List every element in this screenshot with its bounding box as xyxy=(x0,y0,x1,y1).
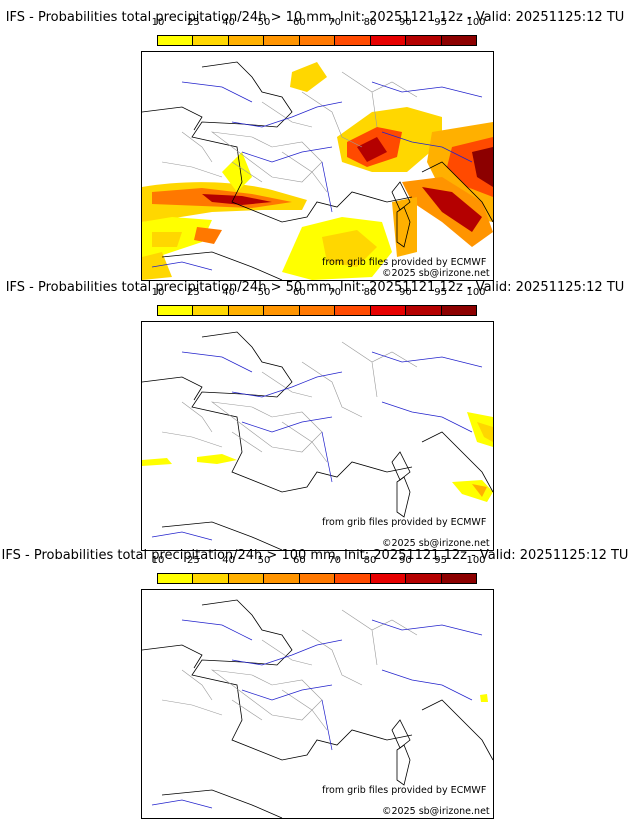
colorbar-tick-label: 40 xyxy=(222,555,236,566)
colorbar-segment xyxy=(264,574,300,583)
colorbar-segment xyxy=(335,574,371,583)
colorbar-segment xyxy=(299,574,336,583)
borders xyxy=(161,341,418,463)
colorbar-tick-label: 90 xyxy=(398,17,412,28)
copyright-credit: ©2025 sb@irizone.net xyxy=(382,268,490,279)
colorbar-segment xyxy=(441,574,476,583)
colorbar-tick-label: 70 xyxy=(328,555,342,566)
colorbar-tick-label: 95 xyxy=(434,555,448,566)
colorbar-segment xyxy=(370,574,407,583)
colorbar xyxy=(157,35,477,46)
borders xyxy=(161,609,418,731)
colorbar-segment xyxy=(158,574,194,583)
source-credit: from grib files provided by ECMWF xyxy=(322,517,487,528)
colorbar-tick-label: 50 xyxy=(257,17,271,28)
colorbar-tick-label: 80 xyxy=(363,555,377,566)
colorbar-tick-label: 60 xyxy=(292,555,306,566)
colorbar-segment xyxy=(406,36,442,45)
colorbar xyxy=(157,305,477,316)
colorbar-segment xyxy=(441,36,476,45)
colorbar-tick-label: 70 xyxy=(328,17,342,28)
rivers xyxy=(151,351,483,541)
probability-map: from grib files provided by ECMWF ©2025 … xyxy=(141,51,494,281)
colorbar-tick-label: 90 xyxy=(398,555,412,566)
colorbar-segment xyxy=(264,36,300,45)
colorbar-segment xyxy=(370,306,407,315)
colorbar-tick-label: 100 xyxy=(466,287,486,298)
colorbar-segment xyxy=(193,306,229,315)
rivers xyxy=(151,81,483,271)
colorbar-segment xyxy=(335,306,371,315)
colorbar-segment xyxy=(228,36,265,45)
precip-fields xyxy=(480,694,488,702)
map-svg xyxy=(142,61,493,280)
colorbar-tick-label: 50 xyxy=(257,555,271,566)
colorbar-tick-label: 50 xyxy=(257,287,271,298)
colorbar-segment xyxy=(193,574,229,583)
colorbar-segment xyxy=(158,36,194,45)
colorbar-segment xyxy=(441,306,476,315)
colorbar-segment xyxy=(299,36,336,45)
colorbar-segment xyxy=(228,306,265,315)
colorbar-tick-label: 90 xyxy=(398,287,412,298)
colorbar xyxy=(157,573,477,584)
colorbar-segment xyxy=(158,306,194,315)
colorbar-tick-label: 25 xyxy=(186,17,200,28)
colorbar-segment xyxy=(406,574,442,583)
colorbar-tick-label: 10 xyxy=(151,17,165,28)
colorbar-segment xyxy=(406,306,442,315)
precip-fields xyxy=(142,62,493,280)
colorbar-segment xyxy=(193,36,229,45)
colorbar-segment xyxy=(299,306,336,315)
source-credit: from grib files provided by ECMWF xyxy=(322,257,487,268)
colorbar-tick-label: 95 xyxy=(434,287,448,298)
colorbar-tick-label: 95 xyxy=(434,17,448,28)
colorbar-tick-label: 80 xyxy=(363,17,377,28)
map-svg xyxy=(142,599,493,818)
colorbar-tick-label: 25 xyxy=(186,555,200,566)
probability-map: from grib files provided by ECMWF ©2025 … xyxy=(141,321,494,551)
colorbar-tick-label: 60 xyxy=(292,17,306,28)
rivers xyxy=(151,619,483,809)
source-credit: from grib files provided by ECMWF xyxy=(322,785,487,796)
panel-title: IFS - Probabilities total precipitation/… xyxy=(5,280,625,295)
colorbar-segment xyxy=(228,574,265,583)
colorbar-tick-label: 70 xyxy=(328,287,342,298)
colorbar-tick-label: 100 xyxy=(466,17,486,28)
colorbar-tick-label: 100 xyxy=(466,555,486,566)
colorbar-tick-label: 80 xyxy=(363,287,377,298)
panel-title: IFS - Probabilities total precipitation/… xyxy=(5,10,625,25)
colorbar-ticks: 10 25 40 50 60 70 80 90 95 100 xyxy=(0,17,630,29)
copyright-credit: ©2025 sb@irizone.net xyxy=(382,538,490,549)
colorbar-tick-label: 40 xyxy=(222,287,236,298)
colorbar-ticks: 10 25 40 50 60 70 80 90 95 100 xyxy=(0,555,630,567)
colorbar-segment xyxy=(335,36,371,45)
map-svg xyxy=(142,331,493,550)
copyright-credit: ©2025 sb@irizone.net xyxy=(382,806,490,817)
colorbar-tick-label: 10 xyxy=(151,287,165,298)
probability-map: from grib files provided by ECMWF ©2025 … xyxy=(141,589,494,819)
colorbar-tick-label: 40 xyxy=(222,17,236,28)
panel-title: IFS - Probabilities total precipitation/… xyxy=(1,548,629,563)
precip-fields xyxy=(142,412,493,502)
colorbar-segment xyxy=(264,306,300,315)
colorbar-segment xyxy=(370,36,407,45)
colorbar-ticks: 10 25 40 50 60 70 80 90 95 100 xyxy=(0,287,630,299)
colorbar-tick-label: 60 xyxy=(292,287,306,298)
colorbar-tick-label: 10 xyxy=(151,555,165,566)
colorbar-tick-label: 25 xyxy=(186,287,200,298)
